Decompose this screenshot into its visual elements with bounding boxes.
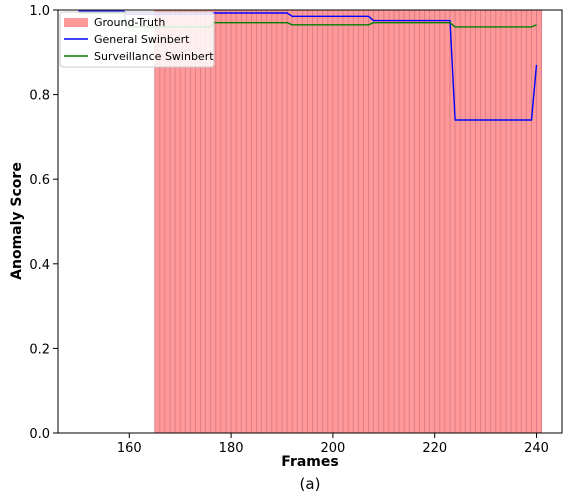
- y-tick-label: 0.2: [29, 342, 50, 357]
- x-tick-label: 220: [422, 441, 447, 456]
- x-tick-label: 240: [524, 441, 549, 456]
- x-tick-label: 200: [320, 441, 345, 456]
- legend-ground-truth-swatch: [64, 18, 88, 27]
- legend-general-swinbert-label: General Swinbert: [94, 33, 190, 46]
- x-axis-ticks: 160 180 200 220 240: [117, 433, 549, 456]
- legend-box: [59, 11, 215, 68]
- plot-frame: [57, 9, 563, 434]
- ground-truth-layer: [154, 10, 543, 433]
- y-tick-label: 0.6: [29, 173, 50, 188]
- y-tick-label: 0.8: [29, 89, 50, 104]
- legend: Ground-Truth General Swinbert Surveillan…: [59, 11, 215, 68]
- x-tick-label: 180: [219, 441, 244, 456]
- x-axis-label: Frames: [281, 454, 338, 470]
- y-tick-label: 1.0: [29, 4, 50, 19]
- legend-surveillance-swinbert-label: Surveillance Swinbert: [94, 50, 214, 63]
- legend-ground-truth-label: Ground-Truth: [94, 16, 165, 29]
- x-tick-label: 160: [117, 441, 142, 456]
- y-tick-label: 0.0: [29, 427, 50, 442]
- y-axis-label: Anomaly Score: [9, 162, 25, 280]
- figure-caption: (a): [300, 475, 321, 493]
- y-axis-ticks: 0.0 0.2 0.4 0.6 0.8 1.0: [29, 4, 58, 442]
- y-tick-label: 0.4: [29, 258, 50, 273]
